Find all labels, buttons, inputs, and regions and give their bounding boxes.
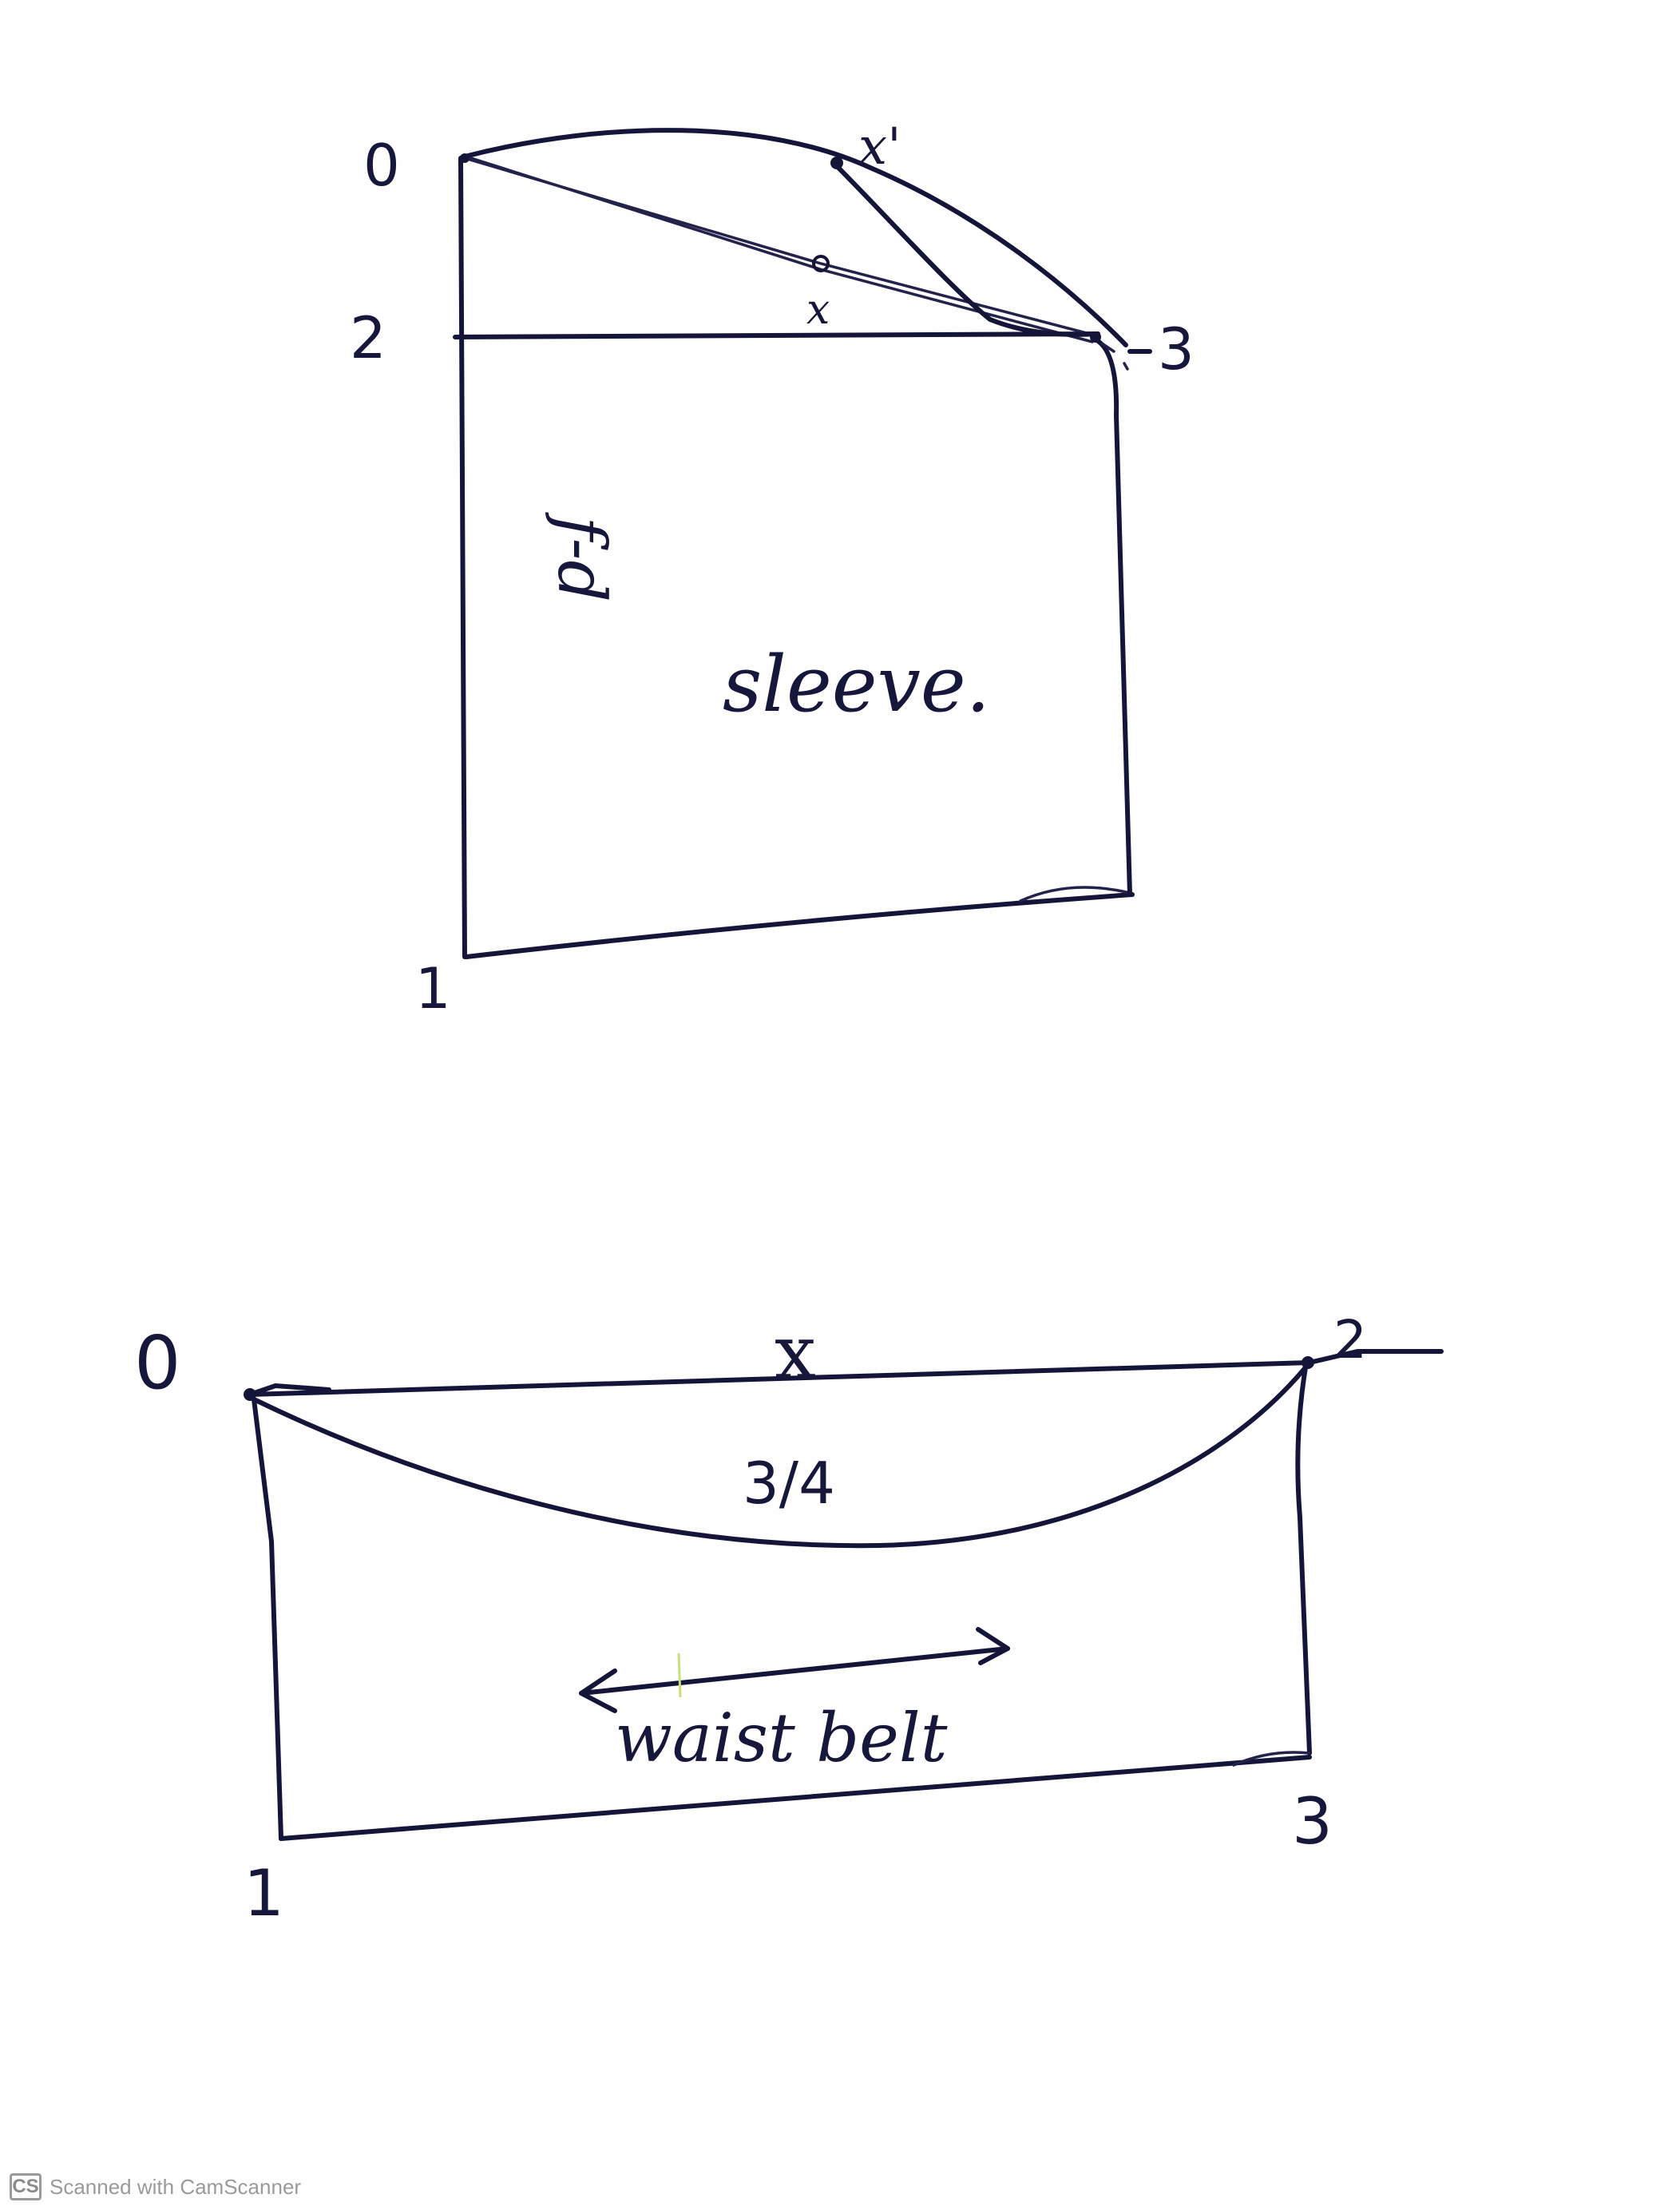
sleeve-hem-mark: [1019, 886, 1131, 903]
belt-label-1: 1: [244, 1856, 284, 1930]
belt-point-2-leader: [1307, 1349, 1444, 1365]
sleeve-right-edge: [1093, 337, 1132, 897]
sleeve-label-x: x: [806, 286, 830, 334]
sleeve-side-label: f-d: [543, 511, 619, 602]
sleeve-label-3: 3: [1158, 315, 1195, 383]
belt-fraction-label: 3/4: [743, 1450, 835, 1517]
sleeve-cap-straight-line: [463, 157, 1097, 337]
belt-bottom-edge: [279, 1755, 1312, 1841]
sleeve-bottom-edge: [464, 892, 1135, 959]
sleeve-label-x-prime: x': [858, 117, 901, 177]
sleeve-cap-inner-curve: [832, 161, 1100, 337]
camscanner-text: Scanned with CamScanner: [50, 2174, 302, 2199]
sleeve-label-1: 1: [415, 956, 451, 1022]
belt-grain-arrow-line: [579, 1646, 1010, 1696]
belt-label-3: 3: [1292, 1784, 1333, 1859]
sleeve-label-2: 2: [350, 304, 386, 371]
sleeve-label-0: 0: [363, 132, 400, 199]
belt-label-2: 2: [1333, 1309, 1367, 1371]
belt-grain-arrow-right-head: [976, 1627, 1010, 1665]
belt-label-0: 0: [134, 1320, 181, 1406]
point-0-dot: [460, 153, 470, 163]
point-x-prime-dot: [830, 157, 843, 169]
belt-label-x: x: [775, 1310, 816, 1395]
sleeve-left-edge: [458, 156, 467, 959]
belt-left-edge: [252, 1397, 283, 1841]
belt-point-2-dot: [1302, 1356, 1314, 1369]
sleeve-title: sleeve.: [723, 640, 990, 729]
belt-point-0-tick: [248, 1383, 331, 1397]
scanner-watermark: CS Scanned with CamScanner: [10, 2171, 301, 2203]
belt-grain-arrow-left-head: [579, 1668, 617, 1713]
belt-point-0-dot: [244, 1388, 256, 1401]
belt-right-edge: [1295, 1360, 1312, 1756]
belt-waist-curve: [252, 1360, 1312, 1549]
sleeve-diagram: 0 2 3 1 x x' f-d sleeve.: [350, 117, 1195, 1022]
sleeve-cap-outer-curve: [462, 128, 1128, 347]
camscanner-logo: CS: [10, 2173, 42, 2200]
waist-belt-diagram: 0 2 3 1 x 3/4 waist belt: [134, 1309, 1444, 1930]
point-3-tick: [1100, 342, 1129, 371]
sleeve-bicep-line: [453, 331, 1100, 339]
point-x-dot: [812, 255, 830, 272]
belt-hem-mark: [1232, 1751, 1311, 1767]
point-3-dot: [1090, 331, 1101, 343]
belt-top-edge: [248, 1360, 1312, 1397]
belt-grain-highlight: [677, 1653, 682, 1698]
belt-title: waist belt: [615, 1699, 948, 1777]
sleeve-cap-straight-line-2: [470, 157, 1094, 343]
